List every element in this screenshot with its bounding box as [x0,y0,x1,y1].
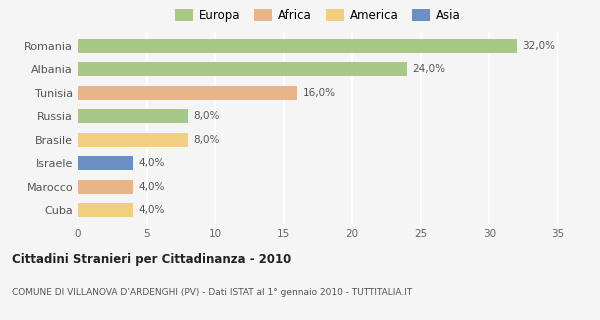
Text: 4,0%: 4,0% [139,181,165,192]
Bar [78,180,133,194]
Text: 8,0%: 8,0% [193,135,220,145]
Bar [78,39,517,53]
Bar [78,109,188,123]
Text: Cittadini Stranieri per Cittadinanza - 2010: Cittadini Stranieri per Cittadinanza - 2… [12,253,291,266]
Text: 4,0%: 4,0% [139,205,165,215]
Bar [78,203,133,217]
Text: 32,0%: 32,0% [523,41,556,51]
Bar [78,62,407,76]
Bar [78,133,188,147]
Text: COMUNE DI VILLANOVA D’ARDENGHI (PV) - Dati ISTAT al 1° gennaio 2010 - TUTTITALIA: COMUNE DI VILLANOVA D’ARDENGHI (PV) - Da… [12,288,412,297]
Text: 16,0%: 16,0% [303,88,336,98]
Text: 24,0%: 24,0% [413,64,446,75]
Text: 8,0%: 8,0% [193,111,220,121]
Text: 4,0%: 4,0% [139,158,165,168]
Legend: Europa, Africa, America, Asia: Europa, Africa, America, Asia [175,9,461,22]
Bar [78,156,133,170]
Bar [78,86,298,100]
